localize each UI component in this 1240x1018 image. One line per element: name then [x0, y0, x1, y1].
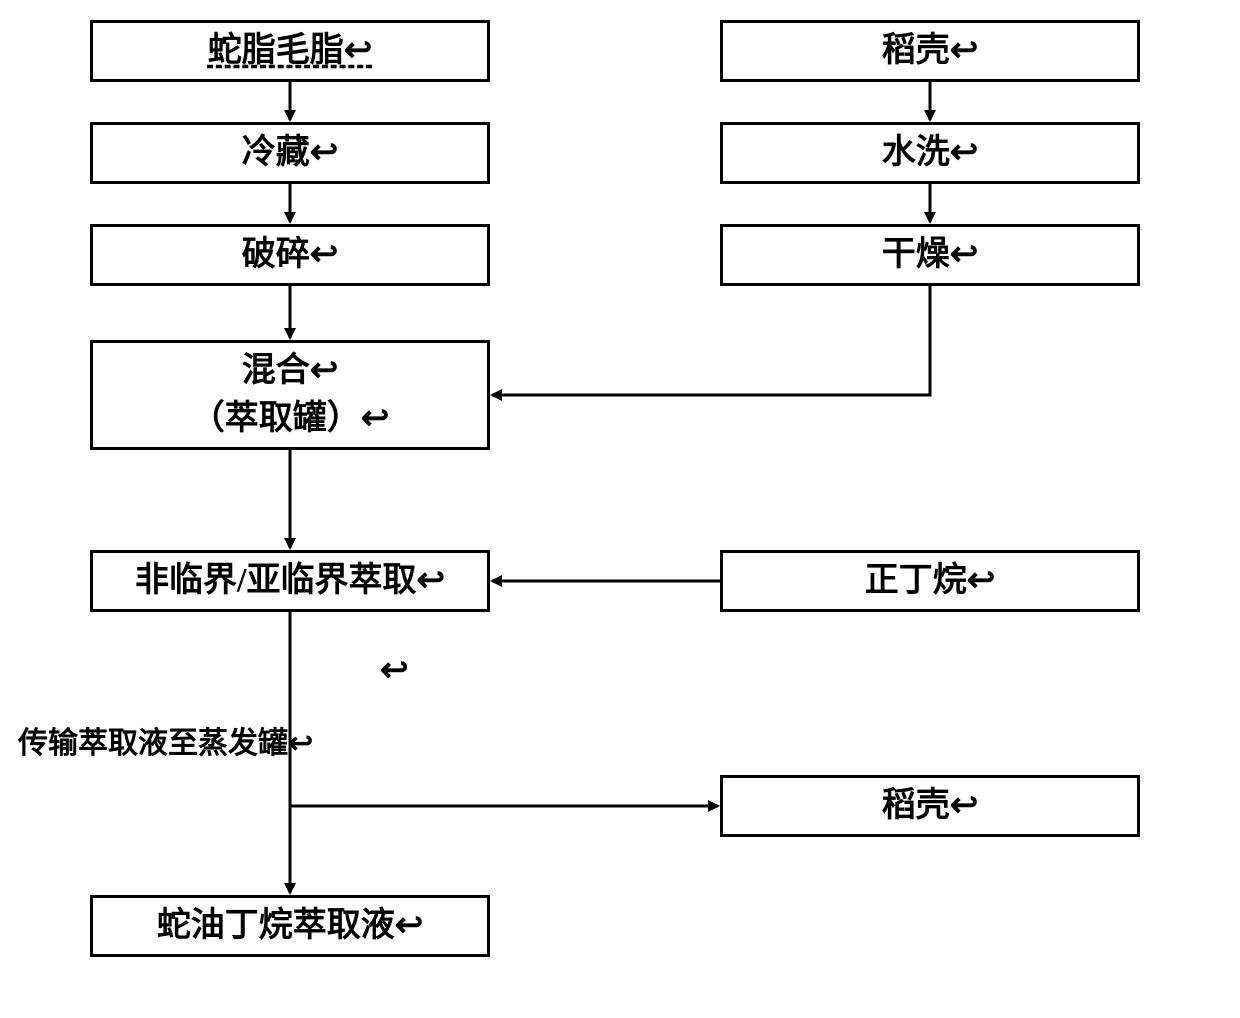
- box-wash: 水洗↩: [720, 122, 1140, 184]
- label-return-mark: ↩: [380, 650, 409, 690]
- label-transfer: 传输萃取液至蒸发罐↩: [18, 718, 313, 762]
- box-extract-liquid: 蛇油丁烷萃取液↩: [90, 895, 490, 957]
- box-rice-husk: 稻壳↩: [720, 20, 1140, 82]
- box-dry: 干燥↩: [720, 224, 1140, 286]
- box-mix: 混合↩ （萃取罐）↩: [90, 340, 490, 450]
- box-refrigerate: 冷藏↩: [90, 122, 490, 184]
- box-rice-husk-out: 稻壳↩: [720, 775, 1140, 837]
- box-crush: 破碎↩: [90, 224, 490, 286]
- box-snake-fat: 蛇脂毛脂↩: [90, 20, 490, 82]
- box-n-butane: 正丁烷↩: [720, 550, 1140, 612]
- box-extract: 非临界/亚临界萃取↩: [90, 550, 490, 612]
